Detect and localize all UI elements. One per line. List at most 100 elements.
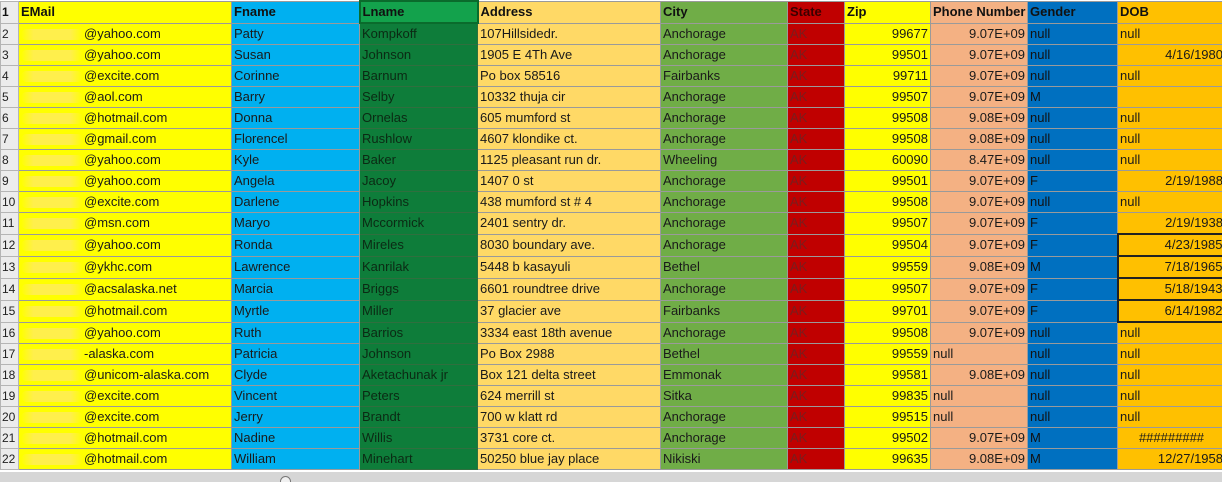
cell-state[interactable]: AK <box>787 299 845 323</box>
cell-gender[interactable]: null <box>1027 385 1118 407</box>
cell-city[interactable]: Anchorage <box>660 212 788 235</box>
cell-dob[interactable]: 4/16/1980 <box>1117 44 1222 66</box>
cell-zip[interactable]: 99501 <box>844 170 931 192</box>
cell-zip[interactable]: 99504 <box>844 233 931 257</box>
cell-city[interactable]: Anchorage <box>660 321 788 344</box>
cell-city[interactable]: Anchorage <box>660 107 788 129</box>
cell-address[interactable]: 107Hillsidedr. <box>477 22 661 45</box>
header-cell-city[interactable]: City <box>660 0 788 24</box>
cell-city[interactable]: Anchorage <box>660 233 788 257</box>
cell-city[interactable]: Anchorage <box>660 22 788 45</box>
cell-lname[interactable]: Kompkoff <box>359 22 478 45</box>
cell-email[interactable]: @excite.com <box>18 385 232 407</box>
cell-address[interactable]: 700 w klatt rd <box>477 406 661 428</box>
cell-address[interactable]: 5448 b kasayuli <box>477 255 661 279</box>
row-number[interactable]: 8 <box>0 149 19 171</box>
row-number[interactable]: 21 <box>0 427 19 449</box>
cell-address[interactable]: Po Box 2988 <box>477 343 661 365</box>
header-cell-address[interactable]: Address <box>477 0 661 24</box>
cell-fname[interactable]: Ronda <box>231 233 360 257</box>
cell-state[interactable]: AK <box>787 427 845 449</box>
cell-lname[interactable]: Mireles <box>359 233 478 257</box>
cell-state[interactable]: AK <box>787 321 845 344</box>
cell-email[interactable]: @hotmail.com <box>18 427 232 449</box>
cell-lname[interactable]: Baker <box>359 149 478 171</box>
cell-city[interactable]: Anchorage <box>660 128 788 150</box>
cell-dob[interactable]: null <box>1117 385 1222 407</box>
cell-email[interactable]: @yahoo.com <box>18 233 232 257</box>
cell-state[interactable]: AK <box>787 128 845 150</box>
cell-zip[interactable]: 99507 <box>844 86 931 108</box>
cell-phone[interactable]: 9.07E+09 <box>930 86 1028 108</box>
cell-city[interactable]: Anchorage <box>660 406 788 428</box>
cell-dob[interactable]: 2/19/1938 <box>1117 212 1222 235</box>
cell-fname[interactable]: Jerry <box>231 406 360 428</box>
cell-zip[interactable]: 99711 <box>844 65 931 87</box>
cell-state[interactable]: AK <box>787 255 845 279</box>
cell-address[interactable]: 8030 boundary ave. <box>477 233 661 257</box>
cell-dob[interactable]: null <box>1117 149 1222 171</box>
cell-phone[interactable]: 8.47E+09 <box>930 149 1028 171</box>
cell-dob[interactable]: null <box>1117 65 1222 87</box>
cell-dob[interactable]: null <box>1117 343 1222 365</box>
cell-fname[interactable]: Barry <box>231 86 360 108</box>
cell-address[interactable]: Box 121 delta street <box>477 364 661 386</box>
cell-city[interactable]: Sitka <box>660 385 788 407</box>
cell-fname[interactable]: Nadine <box>231 427 360 449</box>
cell-address[interactable]: 624 merrill st <box>477 385 661 407</box>
cell-dob[interactable]: 6/14/1982 <box>1116 299 1222 323</box>
cell-city[interactable]: Anchorage <box>660 44 788 66</box>
cell-state[interactable]: AK <box>787 448 845 470</box>
cell-lname[interactable]: Selby <box>359 86 478 108</box>
cell-city[interactable]: Anchorage <box>660 191 788 213</box>
row-number[interactable]: 2 <box>0 22 19 45</box>
row-number[interactable]: 1 <box>0 0 19 24</box>
cell-state[interactable]: AK <box>787 277 845 301</box>
cell-zip[interactable]: 99835 <box>844 385 931 407</box>
cell-gender[interactable]: null <box>1027 149 1118 171</box>
cell-address[interactable]: 37 glacier ave <box>477 299 661 323</box>
cell-phone[interactable]: 9.07E+09 <box>930 299 1028 323</box>
cell-zip[interactable]: 99501 <box>844 44 931 66</box>
cell-gender[interactable]: M <box>1027 427 1118 449</box>
cell-email[interactable]: @yahoo.com <box>18 170 232 192</box>
cell-phone[interactable]: 9.07E+09 <box>930 22 1028 45</box>
cell-fname[interactable]: Susan <box>231 44 360 66</box>
cell-email[interactable]: @aol.com <box>18 86 232 108</box>
cell-phone[interactable]: 9.07E+09 <box>930 44 1028 66</box>
cell-email[interactable]: @hotmail.com <box>18 448 232 470</box>
cell-state[interactable]: AK <box>787 22 845 45</box>
cell-lname[interactable]: Rushlow <box>359 128 478 150</box>
cell-gender[interactable]: null <box>1027 321 1118 344</box>
cell-fname[interactable]: Darlene <box>231 191 360 213</box>
cell-city[interactable]: Nikiski <box>660 448 788 470</box>
cell-zip[interactable]: 99508 <box>844 107 931 129</box>
cell-address[interactable]: 605 mumford st <box>477 107 661 129</box>
cell-gender[interactable]: M <box>1027 86 1118 108</box>
cell-lname[interactable]: Hopkins <box>359 191 478 213</box>
cell-address[interactable]: Po box 58516 <box>477 65 661 87</box>
cell-phone[interactable]: 9.08E+09 <box>930 107 1028 129</box>
cell-zip[interactable]: 99701 <box>844 299 931 323</box>
cell-lname[interactable]: Aketachunak jr <box>359 364 478 386</box>
header-cell-fname[interactable]: Fname <box>231 0 360 24</box>
row-number[interactable]: 5 <box>0 86 19 108</box>
cell-city[interactable]: Wheeling <box>660 149 788 171</box>
header-cell-lname[interactable]: Lname <box>358 0 479 24</box>
cell-city[interactable]: Fairbanks <box>660 299 788 323</box>
cell-state[interactable]: AK <box>787 385 845 407</box>
cell-gender[interactable]: F <box>1027 277 1118 301</box>
cell-lname[interactable]: Kanrilak <box>359 255 478 279</box>
cell-phone[interactable]: 9.07E+09 <box>930 233 1028 257</box>
cell-address[interactable]: 10332 thuja cir <box>477 86 661 108</box>
cell-state[interactable]: AK <box>787 191 845 213</box>
row-number[interactable]: 20 <box>0 406 19 428</box>
cell-gender[interactable]: null <box>1027 191 1118 213</box>
cell-gender[interactable]: F <box>1027 233 1118 257</box>
cell-email[interactable]: @yahoo.com <box>18 22 232 45</box>
cell-state[interactable]: AK <box>787 170 845 192</box>
cell-email[interactable]: @excite.com <box>18 65 232 87</box>
cell-fname[interactable]: Kyle <box>231 149 360 171</box>
cell-lname[interactable]: Barrios <box>359 321 478 344</box>
cell-email[interactable]: @gmail.com <box>18 128 232 150</box>
